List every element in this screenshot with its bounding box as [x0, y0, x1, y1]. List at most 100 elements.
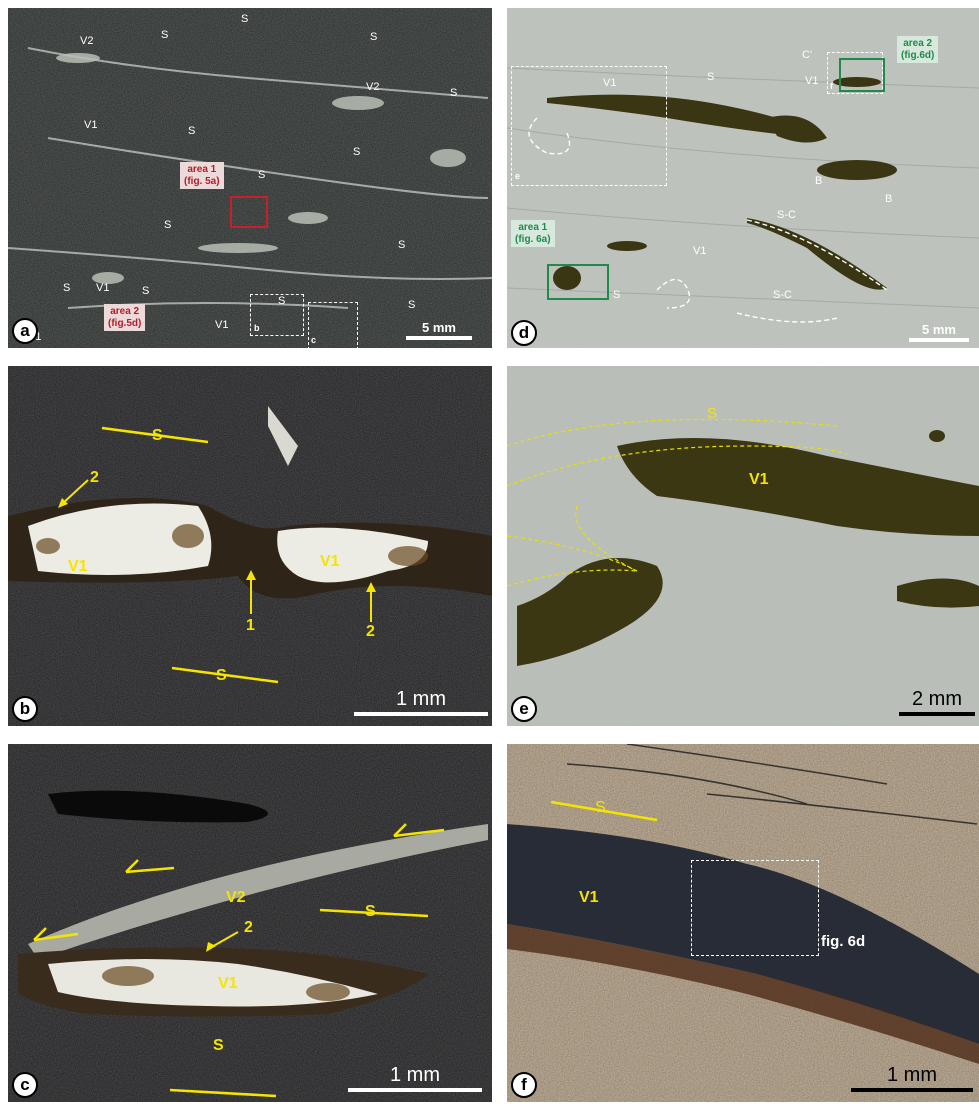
panel-f: S V1 fig. 6d 1 mm f	[507, 744, 979, 1102]
panel-a-box-b	[250, 294, 304, 336]
panel-b-arrow-2-right	[366, 582, 376, 622]
panel-b-scale-line	[354, 712, 488, 716]
panel-d-micrograph	[507, 8, 979, 348]
panel-d-box-f	[827, 52, 883, 94]
panel-d-scale-label: 5 mm	[922, 322, 956, 337]
panel-b: S S V1 V1 2 1 2 1 mm b	[8, 366, 492, 726]
panel-f-scale-line	[851, 1088, 973, 1092]
panel-d-label: V1	[603, 77, 617, 89]
panel-a-scale-label: 5 mm	[422, 320, 456, 335]
area-2-box	[839, 58, 885, 92]
panel-f-foliation-trace	[550, 800, 658, 822]
panel-c-scale-line	[348, 1088, 482, 1092]
panel-a-label: V2	[366, 81, 380, 93]
area-1-box	[230, 196, 268, 228]
panel-a-label: S	[63, 282, 71, 294]
panel-c-badge: c	[12, 1072, 38, 1098]
panel-d-label: C'	[802, 49, 813, 61]
panel-e-badge: e	[511, 696, 537, 722]
panel-a-label: S	[353, 146, 361, 158]
panel-b-marker-2-left: 2	[90, 469, 99, 486]
area-2-label: area 2 (fig.6d)	[897, 36, 939, 63]
panel-d-label: S	[707, 71, 715, 83]
panel-a-box-label: c	[311, 335, 317, 345]
area-1-box	[547, 264, 609, 300]
panel-e: S V1 2 mm e	[507, 366, 979, 726]
panel-a-label: S	[161, 29, 169, 41]
panel-e-scale-bar: 2 mm	[899, 688, 975, 716]
panel-d-label: S	[613, 289, 621, 301]
panel-c-scale-label: 1 mm	[390, 1064, 440, 1086]
panel-d-label: V1	[693, 245, 707, 257]
area-2-title: area 2	[110, 306, 140, 317]
area-1-title: area 1	[187, 164, 217, 175]
panel-b-v1-right: V1	[320, 553, 340, 570]
panel-b-foliation-trace	[171, 666, 279, 684]
panel-d-badge: d	[511, 320, 537, 346]
panel-b-v1-left: V1	[68, 558, 88, 575]
panel-b-arrow-2-left	[58, 479, 89, 508]
panel-d-scale-line	[909, 338, 969, 342]
panel-d-label: S-C	[773, 289, 792, 301]
panel-c-foliation-right: S	[365, 903, 376, 920]
panel-e-v1-label: V1	[749, 471, 769, 488]
area-2-title: area 2	[903, 38, 933, 49]
panel-a-label: S	[258, 169, 266, 181]
panel-a-label: V1	[96, 282, 110, 294]
panel-a-label: S	[278, 295, 286, 307]
panel-c-scale-bar: 1 mm	[348, 1064, 482, 1092]
panel-b-marker-1: 1	[246, 617, 255, 634]
panel-d-scale-bar: 5 mm	[909, 322, 969, 342]
panel-c-shear-markers	[33, 823, 445, 1098]
panel-f-scale-label: 1 mm	[887, 1064, 937, 1086]
panel-e-scale-label: 2 mm	[912, 688, 962, 710]
panel-d: e f S C' V1 V1 B B S-C V1 S-C S area 1 (…	[507, 8, 979, 348]
area-1-label: area 1 (fig. 5a)	[180, 162, 224, 189]
panel-f-foliation-label: S	[595, 799, 606, 816]
panel-e-foliation-label: S	[707, 405, 718, 422]
panel-a-label: S	[398, 239, 406, 251]
panel-c-v1-label: V1	[218, 975, 238, 992]
area-1-title: area 1	[518, 222, 548, 233]
panel-b-scale-bar: 1 mm	[354, 688, 488, 716]
panel-a-label: S	[408, 299, 416, 311]
panel-b-arrow-1	[246, 570, 256, 614]
panel-d-box-e	[511, 66, 667, 186]
panel-a-box-label: b	[254, 323, 260, 333]
panel-f-fig-6d-box	[691, 860, 819, 956]
panel-d-box-label: e	[515, 171, 521, 181]
panel-a: V2 S S S V2 S V1 S S S S S V1 S V1 S S V…	[8, 8, 492, 348]
area-1-ref: (fig. 5a)	[184, 175, 220, 187]
panel-f-micrograph	[507, 744, 979, 1102]
panel-d-label: S-C	[777, 209, 796, 221]
panel-b-micrograph	[8, 366, 492, 726]
panel-a-label: S	[164, 219, 172, 231]
panel-b-scale-label: 1 mm	[396, 688, 446, 710]
panel-d-label: B	[885, 193, 893, 205]
panel-a-label: S	[370, 31, 378, 43]
panel-a-label: S	[188, 125, 196, 137]
panel-c-micrograph	[8, 744, 492, 1102]
panel-d-label: B	[815, 175, 823, 187]
panel-f-badge: f	[511, 1072, 537, 1098]
panel-e-micrograph	[507, 366, 979, 726]
panel-a-label: S	[450, 87, 458, 99]
panel-a-box-c	[308, 302, 358, 348]
panel-a-label: S	[241, 13, 249, 25]
panel-a-scale-line	[406, 336, 472, 340]
area-1-ref: (fig. 6a)	[515, 233, 551, 245]
panel-c-marker-2: 2	[244, 919, 253, 936]
area-2-label: area 2 (fig.5d)	[104, 304, 146, 331]
panel-a-scale-bar: 5 mm	[406, 320, 472, 340]
panel-b-foliation-trace	[101, 426, 209, 444]
panel-d-box-label: f	[830, 81, 833, 91]
panel-d-label: V1	[805, 75, 819, 87]
panel-a-label: V1	[215, 319, 229, 331]
panel-b-badge: b	[12, 696, 38, 722]
panel-e-scale-line	[899, 712, 975, 716]
panel-c-foliation-bottom: S	[213, 1037, 224, 1054]
panel-a-badge: a	[12, 318, 38, 344]
panel-a-micrograph	[8, 8, 492, 348]
panel-c: V2 S 2 V1 S 1 mm c	[8, 744, 492, 1102]
panel-c-v2-label: V2	[226, 889, 246, 906]
